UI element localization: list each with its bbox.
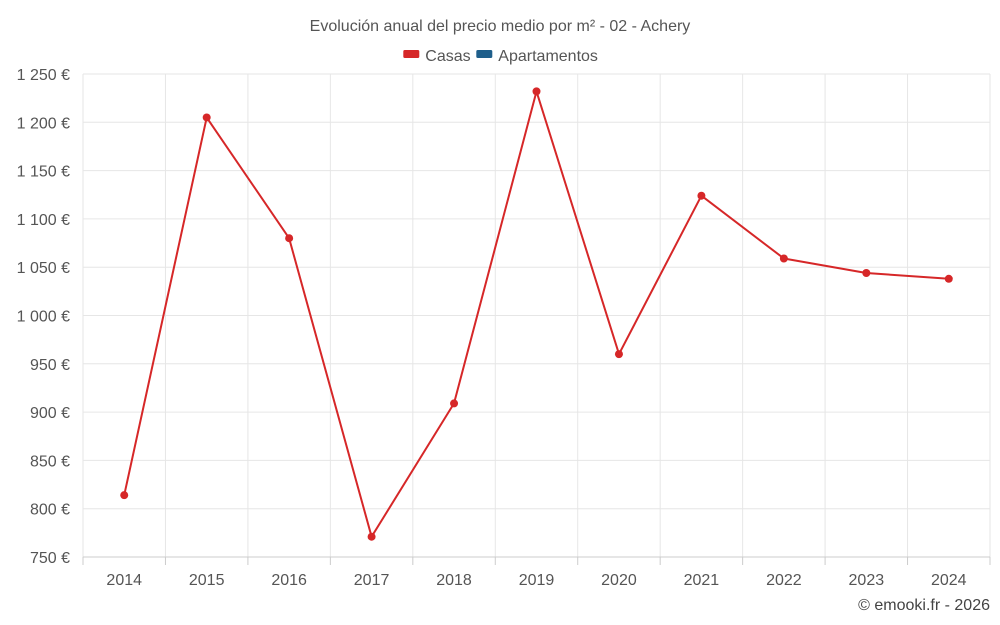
x-tick-label: 2020 [601, 572, 637, 589]
x-tick-label: 2024 [931, 572, 967, 589]
chart-title: Evolución anual del precio medio por m² … [310, 18, 691, 35]
x-tick-label: 2016 [271, 572, 307, 589]
y-tick-label: 1 000 € [17, 309, 70, 326]
data-point-2018[interactable] [450, 399, 459, 408]
y-tick-label: 950 € [30, 357, 70, 374]
legend-label: Casas [425, 48, 470, 65]
data-point-2022[interactable] [779, 254, 788, 263]
x-tick-label: 2022 [766, 572, 802, 589]
data-point-2020[interactable] [614, 350, 623, 359]
data-point-2017[interactable] [367, 532, 376, 541]
legend-swatch [476, 50, 493, 58]
data-point-2023[interactable] [862, 268, 871, 277]
y-tick-label: 1 050 € [17, 260, 70, 277]
legend-swatch [403, 50, 420, 58]
y-tick-label: 1 250 € [17, 67, 70, 84]
data-point-2021[interactable] [697, 191, 706, 200]
y-tick-label: 1 150 € [17, 164, 70, 181]
data-point-2024[interactable] [944, 274, 953, 283]
y-tick-label: 1 100 € [17, 212, 70, 229]
x-tick-label: 2021 [684, 572, 720, 589]
legend-item-casas[interactable]: Casas [403, 48, 471, 65]
credit-text: © emooki.fr - 2026 [858, 597, 990, 614]
legend: Casas Apartamentos [403, 48, 598, 65]
y-tick-label: 850 € [30, 453, 70, 470]
y-axis-labels: 750 € 800 € 850 € 900 € 950 € 1 000 € 1 050 € 1… [17, 67, 70, 567]
x-tick-label: 2018 [436, 572, 472, 589]
x-tick-label: 2015 [189, 572, 225, 589]
y-gridlines [83, 73, 990, 558]
data-point-2015[interactable] [202, 113, 211, 122]
x-tick-label: 2017 [354, 572, 390, 589]
x-tick-label: 2023 [849, 572, 885, 589]
x-tick-label: 2019 [519, 572, 555, 589]
x-tick-label: 2014 [106, 572, 142, 589]
x-axis-labels: 2014 2015 2016 2017 2018 2019 2020 2021 2022 2023… [106, 572, 966, 589]
y-tick-label: 750 € [30, 550, 70, 567]
x-axis [82, 556, 991, 565]
y-tick-label: 1 200 € [17, 115, 70, 132]
data-point-2019[interactable] [532, 87, 541, 96]
x-gridlines [82, 74, 991, 557]
data-point-2016[interactable] [285, 234, 294, 243]
legend-label: Apartamentos [498, 48, 598, 65]
y-tick-label: 900 € [30, 405, 70, 422]
y-tick-label: 800 € [30, 502, 70, 519]
legend-item-apartamentos[interactable]: Apartamentos [476, 48, 598, 65]
series-layer [120, 87, 953, 541]
data-point-2014[interactable] [120, 491, 129, 500]
